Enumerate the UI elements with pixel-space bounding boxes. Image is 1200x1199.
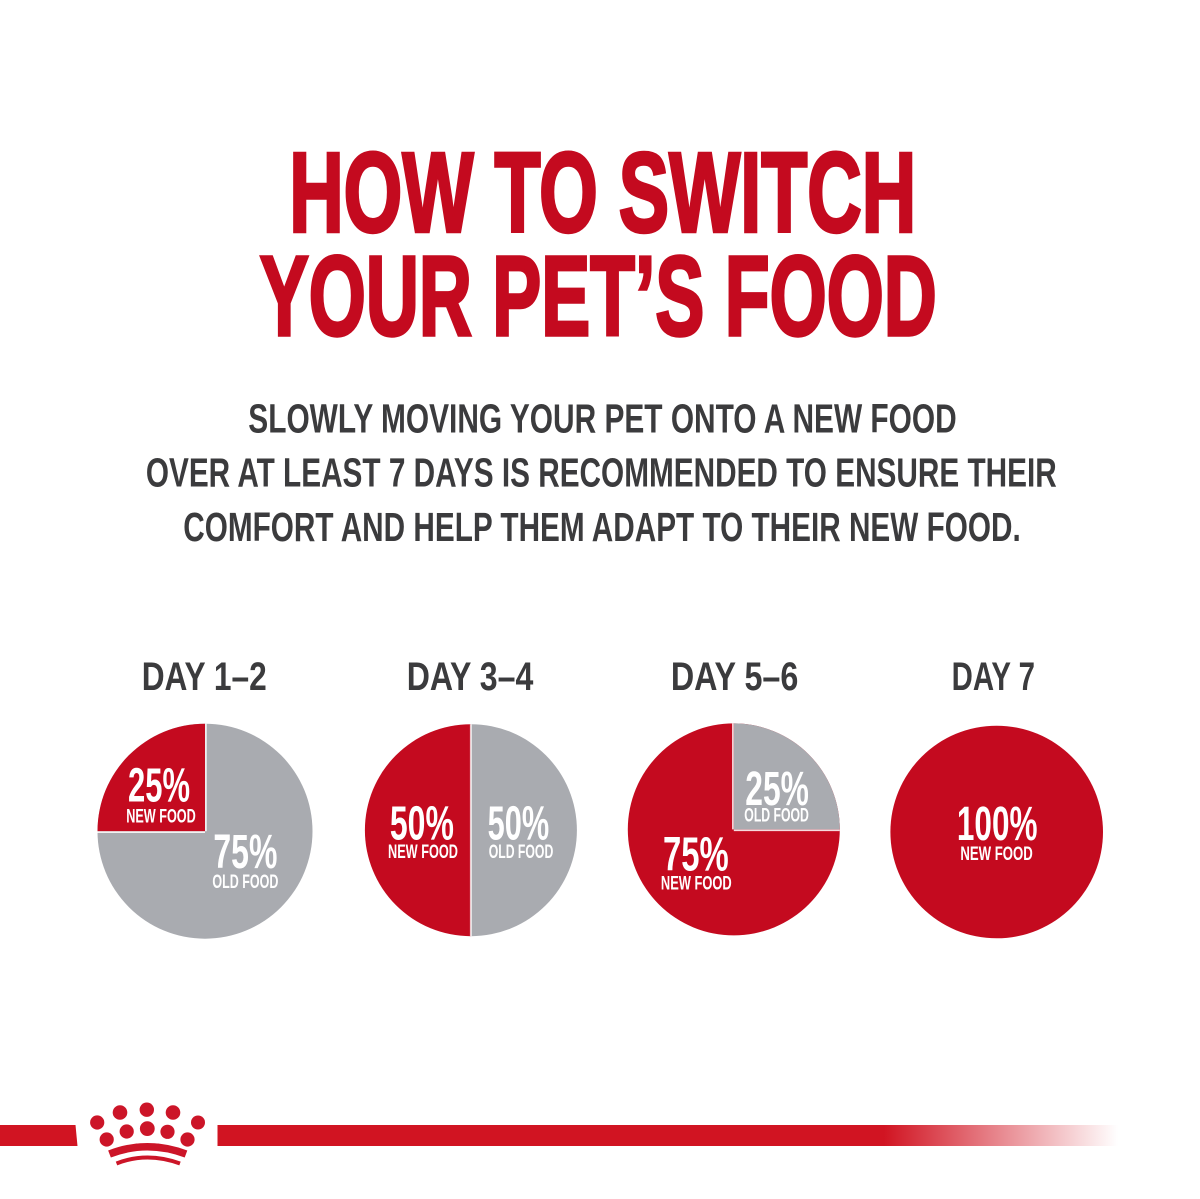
svg-text:OLD FOOD: OLD FOOD <box>212 872 278 893</box>
svg-text:75%: 75% <box>663 828 729 882</box>
svg-text:25%: 25% <box>128 759 190 813</box>
svg-text:OLD FOOD: OLD FOOD <box>744 806 809 827</box>
svg-text:SLOWLY MOVING YOUR PET ONTO A: SLOWLY MOVING YOUR PET ONTO A NEW FOOD <box>248 396 956 442</box>
svg-text:DAY 1–2: DAY 1–2 <box>142 655 267 699</box>
svg-text:COMFORT AND HELP THEM ADAPT TO: COMFORT AND HELP THEM ADAPT TO THEIR NEW… <box>183 504 1021 550</box>
svg-text:25%: 25% <box>745 762 809 816</box>
svg-text:YOUR PET’S FOOD: YOUR PET’S FOOD <box>260 233 937 359</box>
svg-text:DAY 5–6: DAY 5–6 <box>671 655 799 699</box>
svg-text:50%: 50% <box>390 796 454 850</box>
svg-text:75%: 75% <box>213 825 277 879</box>
svg-text:50%: 50% <box>488 796 550 850</box>
svg-text:100%: 100% <box>957 797 1038 851</box>
svg-text:NEW FOOD: NEW FOOD <box>661 873 732 894</box>
svg-text:DAY 7: DAY 7 <box>952 655 1035 699</box>
svg-text:NEW FOOD: NEW FOOD <box>388 842 458 863</box>
svg-text:DAY 3–4: DAY 3–4 <box>407 655 534 699</box>
svg-text:OLD FOOD: OLD FOOD <box>489 842 554 863</box>
svg-text:OVER AT LEAST 7 DAYS IS RECOMM: OVER AT LEAST 7 DAYS IS RECOMMENDED TO E… <box>146 450 1057 496</box>
svg-text:HOW TO SWITCH: HOW TO SWITCH <box>289 130 916 256</box>
svg-text:NEW FOOD: NEW FOOD <box>960 844 1032 865</box>
svg-text:NEW FOOD: NEW FOOD <box>126 807 196 828</box>
